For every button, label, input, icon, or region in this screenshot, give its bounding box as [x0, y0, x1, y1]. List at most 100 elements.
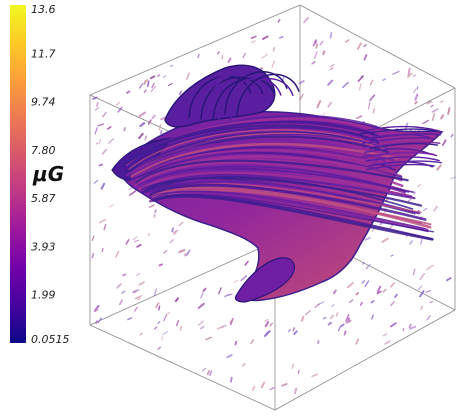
- vector-dash: [261, 54, 268, 59]
- vector-dash: [440, 100, 444, 103]
- vector-dash: [317, 301, 325, 306]
- box-edge: [274, 309, 456, 411]
- vector-dash: [101, 148, 108, 155]
- vector-dash: [138, 132, 144, 140]
- vector-dash: [431, 108, 439, 113]
- vector-dash: [162, 75, 167, 78]
- vector-dash: [234, 340, 238, 346]
- vector-dash: [144, 135, 148, 141]
- vector-dash: [359, 301, 363, 306]
- streamline: [124, 126, 380, 170]
- streamline: [152, 194, 434, 241]
- vector-dash: [102, 111, 107, 118]
- vector-dash: [137, 297, 141, 301]
- vector-dash: [433, 205, 438, 212]
- streamline: [359, 128, 437, 135]
- vector-dash: [446, 277, 452, 282]
- colorbar: 13.6 11.7 9.74 7.80 5.87 3.93 1.99 0.0515 μG: [10, 3, 70, 346]
- vector-dash: [228, 293, 233, 296]
- vector-dash: [100, 182, 106, 190]
- vector-dash: [158, 305, 161, 311]
- vector-dash: [340, 323, 345, 328]
- vector-dash: [198, 320, 204, 326]
- vector-dash: [420, 238, 423, 245]
- vector-dash: [322, 316, 327, 320]
- vector-dash: [98, 138, 102, 145]
- colorbar-tick-label: 3.93: [31, 240, 56, 253]
- vector-dash: [96, 102, 99, 107]
- vector-dash: [382, 288, 387, 293]
- vector-dash: [128, 190, 137, 196]
- vector-dash: [413, 191, 416, 195]
- vector-dash: [148, 232, 150, 237]
- vector-dash: [127, 317, 133, 321]
- vector-dash: [240, 275, 248, 282]
- streamline: [200, 76, 264, 120]
- vector-dash: [218, 287, 222, 295]
- vector-dash: [298, 80, 305, 85]
- vector-dash: [337, 325, 342, 332]
- vector-dash: [412, 74, 417, 78]
- vector-dash: [279, 36, 284, 39]
- vector-dash: [98, 163, 104, 167]
- streamline: [236, 73, 300, 117]
- vector-dash: [179, 325, 183, 331]
- vector-dash: [136, 272, 141, 277]
- vector-dash: [313, 39, 317, 43]
- vector-dash: [407, 72, 413, 78]
- box-edge: [299, 4, 456, 89]
- vector-dash: [116, 101, 121, 106]
- vector-dash: [440, 114, 445, 120]
- vector-dash: [162, 331, 168, 336]
- vector-dash: [372, 108, 376, 114]
- vector-dash: [419, 272, 426, 280]
- vector-dash: [118, 299, 124, 306]
- vector-dash: [376, 290, 382, 295]
- vector-dash: [390, 282, 395, 288]
- vector-dash: [206, 370, 210, 376]
- vector-dash: [429, 300, 434, 304]
- vector-dash: [92, 96, 98, 100]
- vector-dash: [136, 243, 142, 248]
- vector-dash: [297, 369, 300, 375]
- vector-dash: [293, 387, 298, 395]
- streamline: [363, 141, 441, 149]
- vector-dash: [261, 35, 269, 40]
- vector-dash: [347, 317, 350, 322]
- vector-dash: [426, 100, 433, 105]
- vector-dash: [420, 305, 423, 310]
- vector-dash: [95, 142, 99, 145]
- vector-dash: [332, 289, 337, 295]
- vector-dash: [419, 290, 425, 298]
- vector-dash: [347, 282, 354, 289]
- streamline: [365, 156, 440, 162]
- vector-dash: [153, 213, 156, 218]
- streamline: [368, 160, 442, 167]
- vector-dash: [134, 295, 143, 300]
- vector-dash: [244, 260, 249, 266]
- vector-dash: [250, 35, 257, 39]
- vector-dash: [184, 253, 187, 257]
- vector-dash: [425, 290, 431, 293]
- vector-dash: [359, 83, 362, 91]
- vector-dash: [335, 312, 339, 317]
- vector-dash: [91, 235, 95, 241]
- vector-dash: [355, 115, 363, 120]
- vector-dash: [265, 331, 269, 336]
- vector-dash: [107, 138, 114, 144]
- vector-dash: [364, 280, 370, 288]
- vector-dash: [139, 332, 143, 336]
- vector-dash: [299, 93, 304, 101]
- vector-dash: [121, 290, 126, 294]
- vector-dash: [149, 75, 156, 80]
- vector-dash: [367, 101, 371, 110]
- vector-dash: [126, 90, 131, 94]
- vector-dash: [94, 304, 100, 312]
- colorbar-bar: [10, 5, 26, 343]
- vector-dash: [169, 239, 174, 244]
- vector-dash: [227, 57, 232, 64]
- vector-dash: [143, 89, 147, 93]
- vector-dash: [94, 106, 100, 111]
- vector-dash: [143, 81, 146, 85]
- vector-dash: [369, 94, 376, 102]
